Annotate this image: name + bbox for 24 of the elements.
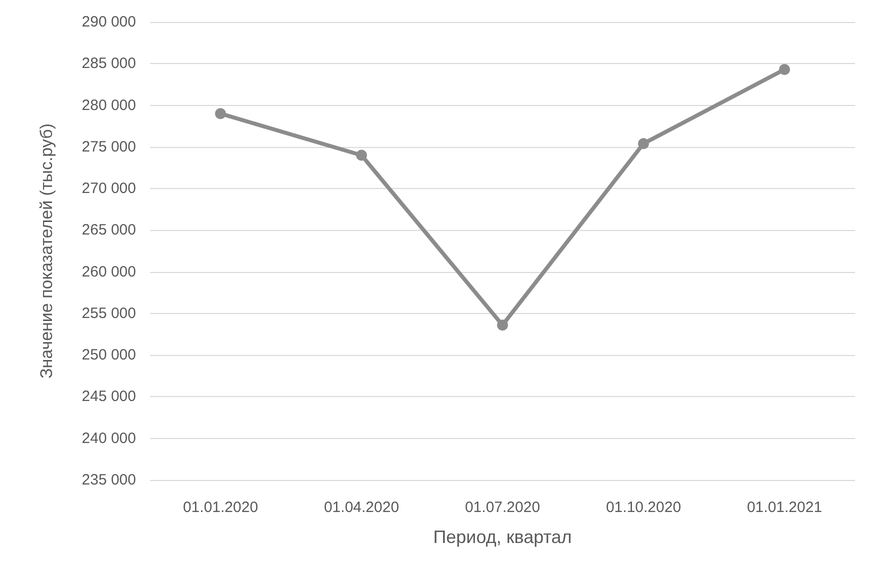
y-tick-label: 275 000 <box>82 138 136 156</box>
x-axis-title: Период, квартал <box>433 527 572 547</box>
x-tick-label: 01.10.2020 <box>606 499 682 516</box>
y-tick-label: 250 000 <box>82 346 136 364</box>
y-tick-label: 235 000 <box>82 472 136 488</box>
x-tick-label: 01.01.2020 <box>182 499 258 516</box>
x-tick-label: 01.07.2020 <box>464 499 540 516</box>
point <box>497 320 508 331</box>
y-tick-label: 260 000 <box>82 263 136 280</box>
point <box>779 64 790 75</box>
y-axis-title: Значение показателей (тыс.руб) <box>37 123 56 379</box>
point <box>356 150 367 161</box>
y-tick-label: 270 000 <box>82 180 136 198</box>
y-tick-label: 265 000 <box>82 222 136 239</box>
point <box>215 108 226 120</box>
x-tick-label: 01.01.2021 <box>746 499 822 516</box>
point <box>638 138 649 150</box>
x-tick-label: 01.04.2020 <box>324 499 400 516</box>
y-tick-label: 280 000 <box>82 96 136 114</box>
y-tick-label: 245 000 <box>82 388 136 406</box>
y-tick-label: 285 000 <box>82 55 136 72</box>
y-tick-label: 290 000 <box>82 14 136 30</box>
y-tick-label: 255 000 <box>82 304 136 322</box>
y-tick-label: 240 000 <box>82 430 136 447</box>
